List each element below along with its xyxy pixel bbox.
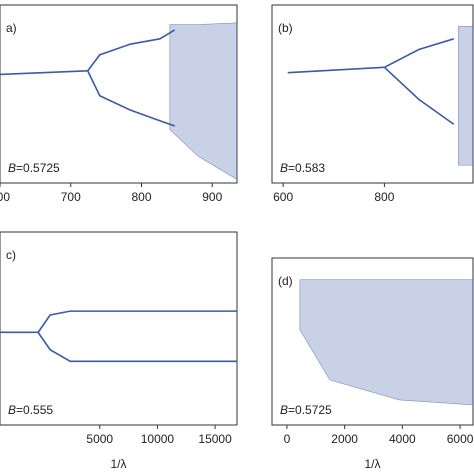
panel-label: c) <box>6 248 16 262</box>
panel: 0 2000 4000 6000 (d) B=0.5725 1/λ <box>271 257 474 471</box>
x-tick-label: 0 <box>284 432 291 446</box>
x-tick-label: 15000 <box>198 432 232 446</box>
branch <box>37 310 237 333</box>
annotation: B=0.5725 <box>8 161 60 175</box>
annotation-symbol: B <box>8 403 16 417</box>
annotation: B=0.5725 <box>280 403 332 417</box>
branch <box>384 38 454 69</box>
chaotic-band <box>169 22 238 180</box>
x-tick-label: 5000 <box>86 432 113 446</box>
x-tick-label: 900 <box>202 190 222 204</box>
branch <box>287 66 385 74</box>
panel-label: a) <box>6 21 17 35</box>
branch <box>37 331 237 363</box>
panel: 5000 10000 15000 c) B=0.555 1/λ <box>0 231 238 471</box>
plot-frame <box>271 4 474 184</box>
annotation-text: =0.555 <box>16 403 53 417</box>
annotation: B=0.583 <box>280 161 325 175</box>
x-tick-label: 4000 <box>389 432 416 446</box>
annotation-text: =0.5725 <box>288 403 332 417</box>
x-tick-label: 2000 <box>331 432 358 446</box>
x-axis-label: 1/λ <box>110 457 126 471</box>
plot-frame <box>0 231 238 426</box>
chaotic-band <box>299 279 474 406</box>
panel: 600 800 (b) B=0.583 <box>271 4 474 204</box>
x-tick-label: 600 <box>273 190 293 204</box>
panel: 600 700 800 900 a) B=0.5725 <box>0 4 238 204</box>
branch <box>87 70 176 127</box>
annotation-symbol: B <box>280 403 288 417</box>
panel-label: (d) <box>278 274 293 288</box>
x-tick-label: 600 <box>0 190 10 204</box>
panel-label: (b) <box>278 21 293 35</box>
x-tick-label: 800 <box>374 190 394 204</box>
annotation-text: =0.5725 <box>16 161 60 175</box>
annotation-symbol: B <box>280 161 288 175</box>
branch <box>87 29 176 72</box>
x-tick-label: 10000 <box>141 432 175 446</box>
branch <box>383 66 455 125</box>
x-tick-label: 800 <box>131 190 151 204</box>
branch <box>0 70 88 76</box>
x-tick-label: 6000 <box>447 432 474 446</box>
annotation: B=0.555 <box>8 403 53 417</box>
chaotic-band <box>458 26 474 166</box>
annotation-symbol: B <box>8 161 16 175</box>
x-tick-label: 700 <box>61 190 81 204</box>
annotation-text: =0.583 <box>288 161 325 175</box>
x-axis-label: 1/λ <box>364 457 380 471</box>
